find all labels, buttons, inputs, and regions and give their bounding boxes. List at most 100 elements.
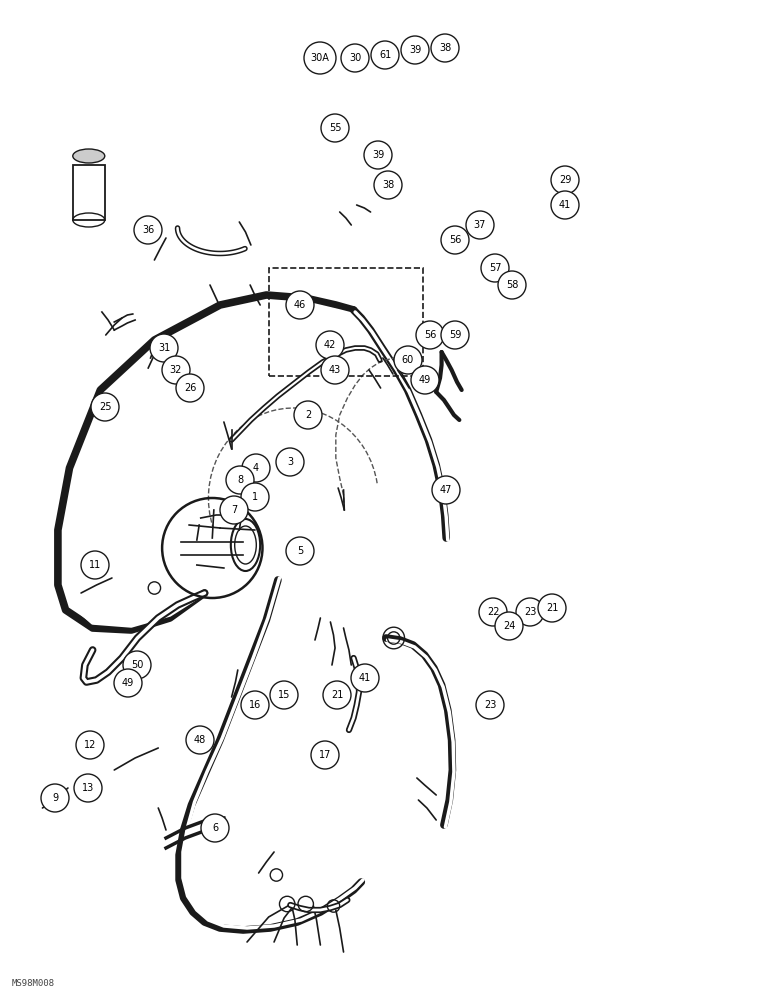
Text: 21: 21	[546, 603, 558, 613]
Text: 50: 50	[130, 660, 143, 670]
Circle shape	[394, 346, 422, 374]
Text: 5: 5	[297, 546, 303, 556]
Text: 3: 3	[287, 457, 293, 467]
Text: 41: 41	[559, 200, 571, 210]
Text: 17: 17	[319, 750, 331, 760]
Ellipse shape	[73, 149, 105, 163]
Circle shape	[41, 784, 69, 812]
Text: 4: 4	[253, 463, 259, 473]
Circle shape	[441, 321, 469, 349]
Text: 38: 38	[382, 180, 394, 190]
Circle shape	[311, 741, 339, 769]
Circle shape	[294, 401, 322, 429]
Circle shape	[123, 651, 151, 679]
Text: 55: 55	[329, 123, 341, 133]
Text: 21: 21	[331, 690, 344, 700]
Circle shape	[176, 374, 204, 402]
Circle shape	[364, 141, 392, 169]
Text: 37: 37	[474, 220, 486, 230]
Text: 8: 8	[237, 475, 243, 485]
Circle shape	[466, 211, 494, 239]
Text: 31: 31	[158, 343, 170, 353]
Circle shape	[498, 271, 526, 299]
Circle shape	[321, 114, 349, 142]
Circle shape	[551, 166, 579, 194]
Text: 47: 47	[440, 485, 452, 495]
Text: 24: 24	[503, 621, 515, 631]
Circle shape	[220, 496, 248, 524]
Text: 30A: 30A	[310, 53, 330, 63]
Text: 12: 12	[84, 740, 96, 750]
Circle shape	[551, 191, 579, 219]
Circle shape	[114, 669, 142, 697]
Circle shape	[371, 41, 399, 69]
Circle shape	[351, 664, 379, 692]
Circle shape	[316, 331, 344, 359]
Circle shape	[91, 393, 119, 421]
Text: 15: 15	[278, 690, 290, 700]
Circle shape	[341, 44, 369, 72]
Text: 1: 1	[252, 492, 258, 502]
Text: 25: 25	[99, 402, 111, 412]
Circle shape	[186, 726, 214, 754]
Text: 30: 30	[349, 53, 361, 63]
Bar	[73, 165, 105, 220]
Circle shape	[374, 171, 402, 199]
Circle shape	[134, 216, 162, 244]
Text: 56: 56	[424, 330, 436, 340]
Text: 7: 7	[231, 505, 237, 515]
Text: 11: 11	[89, 560, 101, 570]
Text: 2: 2	[305, 410, 311, 420]
Circle shape	[321, 356, 349, 384]
Text: 39: 39	[409, 45, 421, 55]
Circle shape	[76, 731, 104, 759]
Text: 46: 46	[294, 300, 306, 310]
Circle shape	[538, 594, 566, 622]
Circle shape	[476, 691, 504, 719]
Bar	[269, 268, 423, 376]
Circle shape	[241, 483, 269, 511]
Circle shape	[74, 774, 102, 802]
Text: 41: 41	[359, 673, 371, 683]
Circle shape	[226, 466, 254, 494]
Text: 29: 29	[559, 175, 571, 185]
Circle shape	[304, 42, 336, 74]
Text: 61: 61	[379, 50, 391, 60]
Text: 6: 6	[212, 823, 218, 833]
Text: 23: 23	[484, 700, 496, 710]
Circle shape	[242, 454, 270, 482]
Circle shape	[441, 226, 469, 254]
Text: 38: 38	[438, 43, 451, 53]
Text: 22: 22	[487, 607, 499, 617]
Circle shape	[241, 691, 269, 719]
Circle shape	[431, 34, 459, 62]
Circle shape	[81, 551, 109, 579]
Text: 58: 58	[506, 280, 518, 290]
Circle shape	[516, 598, 544, 626]
Circle shape	[162, 356, 190, 384]
Text: 48: 48	[194, 735, 206, 745]
Circle shape	[432, 476, 460, 504]
Text: 43: 43	[329, 365, 341, 375]
Text: 42: 42	[323, 340, 336, 350]
Text: 16: 16	[249, 700, 261, 710]
Circle shape	[495, 612, 523, 640]
Text: 23: 23	[524, 607, 537, 617]
Circle shape	[479, 598, 507, 626]
Circle shape	[201, 814, 229, 842]
Text: 49: 49	[419, 375, 431, 385]
Circle shape	[150, 334, 178, 362]
Text: 13: 13	[82, 783, 94, 793]
Circle shape	[286, 291, 314, 319]
Circle shape	[411, 366, 439, 394]
Circle shape	[276, 448, 304, 476]
Circle shape	[481, 254, 509, 282]
Text: 59: 59	[449, 330, 461, 340]
Circle shape	[401, 36, 429, 64]
Text: 57: 57	[489, 263, 501, 273]
Text: 49: 49	[122, 678, 134, 688]
Text: 32: 32	[170, 365, 182, 375]
Text: 26: 26	[184, 383, 196, 393]
Circle shape	[416, 321, 444, 349]
Text: 36: 36	[142, 225, 154, 235]
